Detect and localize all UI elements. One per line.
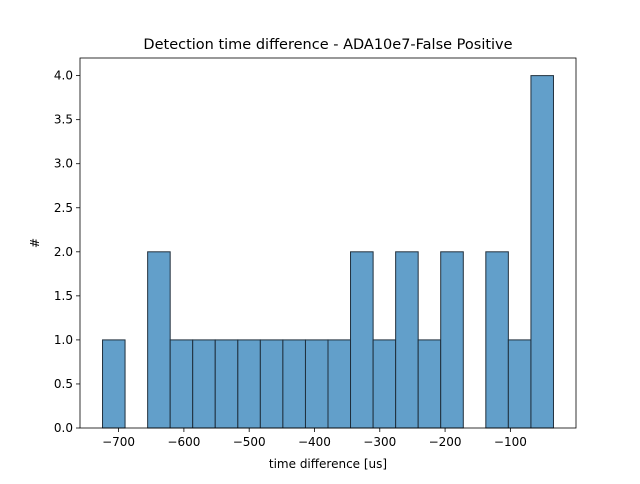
bar: [440, 251, 464, 429]
bar: [169, 339, 194, 429]
axes-frame: [79, 57, 577, 429]
y-tick-label: 0.0: [54, 421, 73, 435]
bar: [147, 251, 171, 429]
bar: [507, 339, 532, 429]
bar: [372, 339, 397, 429]
x-tick-label: −300: [363, 435, 396, 449]
y-tick-label: 2.0: [54, 245, 73, 259]
y-tick-label: 0.5: [54, 377, 73, 391]
y-axis-label: #: [28, 238, 42, 248]
bar: [417, 339, 442, 429]
chart-title: Detection time difference - ADA10e7-Fals…: [143, 37, 512, 53]
bar: [530, 75, 554, 429]
y-tick-label: 1.5: [54, 289, 73, 303]
x-tick-label: −200: [429, 435, 462, 449]
y-tick-label: 4.0: [54, 69, 73, 83]
bar: [327, 339, 352, 429]
bar: [102, 339, 126, 429]
bar: [350, 251, 374, 429]
x-tick-label: −400: [298, 435, 331, 449]
y-tick-label: 2.5: [54, 201, 73, 215]
bar: [214, 339, 239, 429]
y-tick-label: 3.0: [54, 157, 73, 171]
x-axis-label: time difference [us]: [269, 457, 387, 471]
bar: [395, 251, 419, 429]
bar: [259, 339, 284, 429]
y-tick-label: 1.0: [54, 333, 73, 347]
y-tick-label: 3.5: [54, 113, 73, 127]
x-tick-label: −700: [102, 435, 135, 449]
x-tick-label: −100: [494, 435, 527, 449]
bar: [192, 339, 216, 429]
x-tick-label: −600: [167, 435, 200, 449]
bar: [237, 339, 261, 429]
bar: [485, 251, 509, 429]
bar: [282, 339, 306, 429]
bar: [304, 339, 329, 429]
x-tick-label: −500: [233, 435, 266, 449]
